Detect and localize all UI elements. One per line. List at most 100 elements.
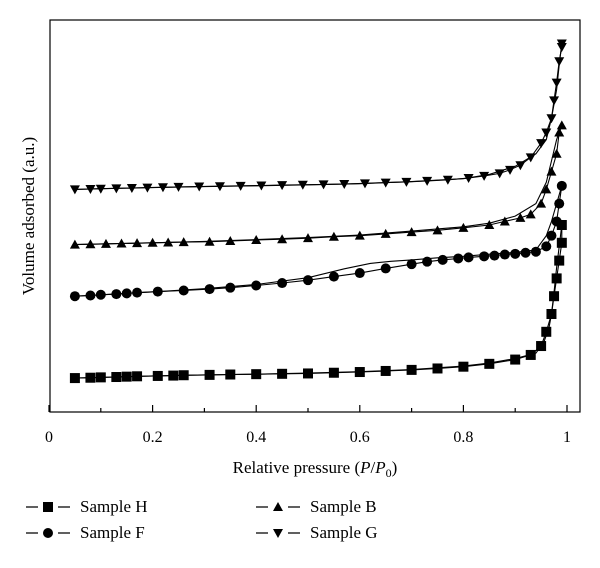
sample-h-series [69, 220, 567, 384]
legend-label: Sample F [80, 523, 145, 542]
y-axis-title: Volume adsorbed (a.u.) [19, 137, 38, 295]
sample-b-point [328, 231, 339, 241]
sample-h-point [225, 369, 236, 380]
sample-g-point [554, 57, 565, 67]
sample-g-point [95, 184, 106, 194]
sample-b-point [554, 127, 565, 137]
x-tick-label: 0.4 [246, 429, 266, 446]
sample-h-adsorption-line [74, 225, 563, 379]
sample-g-point [69, 185, 80, 195]
sample-h-point [554, 255, 565, 266]
sample-h-point [251, 369, 262, 380]
sample-f-point [152, 286, 163, 297]
sample-h-point [328, 367, 339, 378]
sample-b-point [277, 234, 288, 244]
x-tick-label: 0.6 [350, 429, 370, 446]
sample-h-point [121, 371, 132, 382]
sample-h-point [525, 349, 536, 360]
sample-g-point [494, 169, 505, 179]
sample-h-point [152, 370, 163, 381]
sample-b-point [458, 222, 469, 232]
sample-b-point [225, 236, 236, 246]
sample-g-point [546, 114, 557, 124]
sample-f-point [178, 285, 189, 296]
sample-f-point [277, 278, 288, 289]
sample-g-point [556, 39, 567, 49]
sample-g-point [479, 171, 490, 181]
legend-label: Sample B [310, 497, 377, 516]
legend-marker [273, 502, 283, 511]
sample-b-point [484, 220, 495, 229]
sample-h-point [204, 369, 215, 380]
sample-h-point [380, 365, 391, 376]
sample-h-point [549, 291, 560, 302]
sample-h-point [95, 372, 106, 383]
sample-h-point [168, 370, 179, 381]
sample-g-point [214, 182, 225, 192]
sample-f-point [530, 246, 541, 257]
sample-h-point [556, 220, 567, 230]
sample-g-point [235, 181, 246, 191]
legend-marker [273, 529, 283, 538]
sample-b-point [406, 227, 417, 237]
sample-f-point [204, 284, 215, 295]
sample-g-point [505, 165, 516, 175]
sample-b-point [116, 238, 127, 248]
sample-b-point [551, 148, 562, 158]
sample-f-point [479, 251, 490, 262]
sample-g-point [401, 177, 412, 187]
sample-g-point [339, 180, 350, 190]
sample-f-point [520, 247, 531, 258]
sample-g-point [194, 182, 205, 192]
sample-h-point [406, 364, 417, 375]
sample-g-point [318, 180, 329, 190]
sample-f-point [303, 275, 313, 286]
sample-f-point [95, 289, 106, 300]
sample-g-point [549, 96, 560, 106]
sample-f-point [541, 241, 552, 252]
plot-area-frame [49, 19, 581, 413]
sample-g-point [277, 181, 288, 191]
sample-b-point [380, 228, 391, 238]
sample-h-point [111, 372, 122, 383]
legend: Sample H Sample B Sample F Sample G [26, 497, 378, 542]
sample-f-point [354, 268, 365, 279]
sample-h-point [541, 326, 552, 337]
sample-f-point [225, 282, 236, 293]
legend-item-sample-f: Sample F [26, 523, 145, 542]
legend-marker [43, 528, 53, 538]
sample-h-point [510, 354, 521, 365]
sample-f-series [69, 180, 567, 302]
sample-f-point [463, 252, 474, 263]
sample-g-point [157, 183, 168, 193]
sample-b-point [69, 239, 80, 249]
sample-f-point [69, 291, 80, 302]
sample-h-point [458, 361, 469, 372]
sample-f-point [121, 288, 132, 299]
sample-g-point [142, 183, 153, 193]
sample-g-point [525, 153, 536, 163]
sample-f-point [551, 216, 562, 227]
sample-b-point [100, 238, 111, 248]
sample-g-desorption-line [74, 43, 563, 190]
sample-b-point [525, 209, 536, 219]
sample-g-point [111, 184, 122, 194]
sample-b-point [147, 237, 158, 247]
sample-f-point [453, 253, 464, 264]
sample-b-point [499, 216, 510, 226]
sample-f-point [554, 198, 565, 209]
legend-label: Sample H [80, 497, 148, 516]
x-tick-label: 0.2 [143, 429, 163, 446]
sample-h-point [85, 372, 96, 383]
sample-h-point [556, 237, 567, 248]
sample-h-point [551, 273, 562, 284]
sample-b-point [432, 225, 443, 235]
sample-g-point [536, 139, 547, 149]
sample-g-point [85, 185, 96, 195]
sample-f-point [510, 248, 521, 259]
sample-h-point [303, 368, 313, 379]
sample-f-point [422, 256, 433, 267]
sample-b-point [536, 198, 547, 208]
sample-h-point [536, 341, 547, 352]
sample-b-point [303, 233, 313, 243]
